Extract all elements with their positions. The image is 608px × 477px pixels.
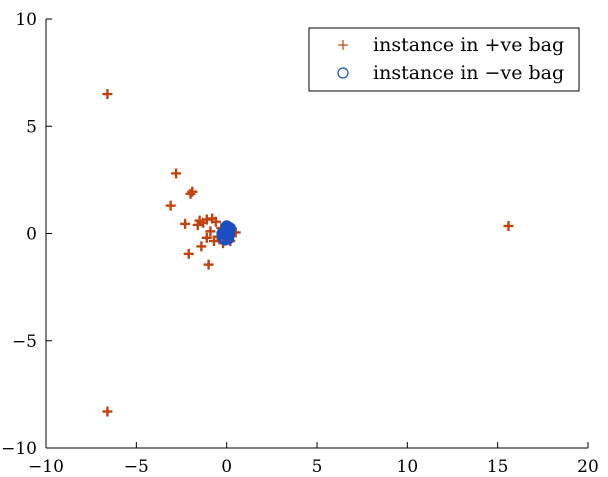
plus-point: [196, 241, 207, 252]
plus-point: [185, 188, 196, 199]
data-marks: [102, 89, 514, 417]
x-tick-label: 20: [577, 457, 599, 477]
y-tick-label: −10: [1, 439, 37, 459]
plus-point: [203, 259, 214, 270]
plus-point: [180, 218, 191, 229]
y-tick-label: 10: [15, 10, 37, 30]
x-tick-label: −5: [124, 457, 149, 477]
tick-labels: −10 −5 0 5 10 15 20 −10 −5 0 5 10: [1, 10, 599, 477]
plus-point: [165, 200, 176, 211]
x-tick-label: 15: [487, 457, 509, 477]
plus-point: [183, 248, 194, 259]
tick-marks: [45, 18, 589, 449]
plus-point: [102, 89, 113, 100]
y-tick-label: −5: [12, 332, 37, 352]
circle-point: [216, 227, 228, 240]
plus-point: [171, 168, 182, 179]
plus-point: [503, 220, 514, 231]
x-tick-label: −10: [28, 457, 64, 477]
plus-point: [210, 216, 221, 227]
x-tick-label: 10: [397, 457, 419, 477]
plus-point: [187, 186, 198, 197]
x-tick-label: 5: [312, 457, 323, 477]
plus-point: [102, 406, 113, 417]
y-tick-label: 0: [26, 225, 37, 245]
plus-point: [201, 232, 212, 243]
legend-label-negative: instance in −ve bag: [373, 62, 564, 84]
legend-marker-negative: [337, 67, 349, 79]
x-tick-label: 0: [221, 457, 232, 477]
plus-point: [205, 226, 216, 237]
plus-point: [192, 219, 203, 230]
y-tick-label: 5: [26, 117, 37, 137]
legend-label-positive: instance in +ve bag: [373, 34, 564, 56]
plus-point: [338, 40, 348, 50]
legend-box: [308, 27, 580, 92]
circle-point: [219, 234, 231, 246]
legend: instance in +ve bag instance in −ve bag: [308, 27, 580, 92]
circle-point: [224, 222, 236, 234]
